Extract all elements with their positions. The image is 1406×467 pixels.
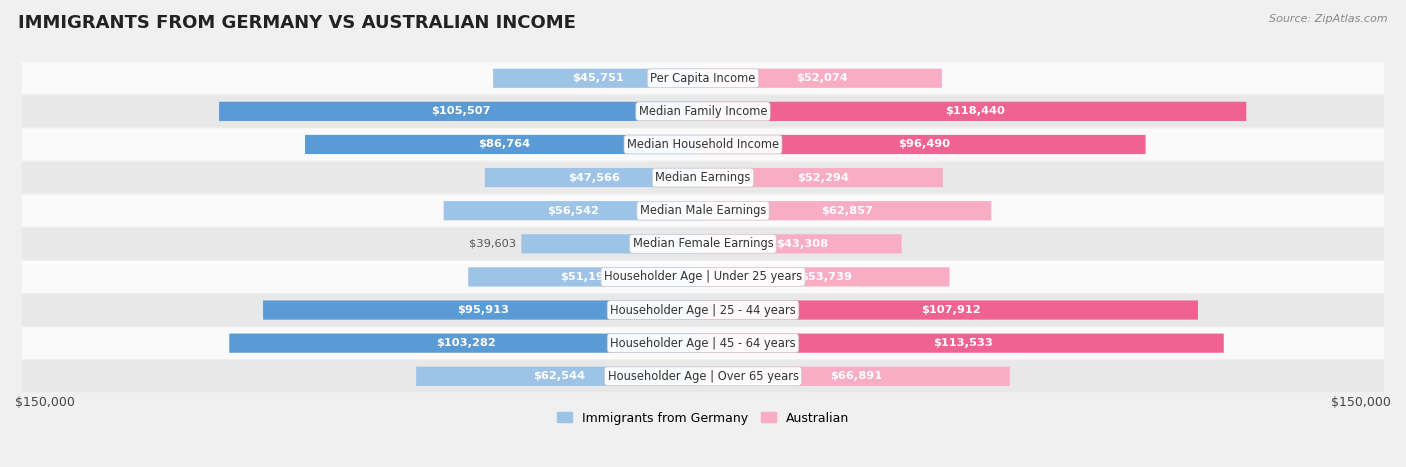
Text: $45,751: $45,751 (572, 73, 624, 83)
Text: $62,857: $62,857 (821, 205, 873, 216)
FancyBboxPatch shape (703, 69, 942, 88)
Text: $47,566: $47,566 (568, 173, 620, 183)
Text: Source: ZipAtlas.com: Source: ZipAtlas.com (1270, 14, 1388, 24)
FancyBboxPatch shape (444, 201, 703, 220)
Text: Median Male Earnings: Median Male Earnings (640, 204, 766, 217)
FancyBboxPatch shape (22, 162, 1384, 193)
Text: $56,542: $56,542 (547, 205, 599, 216)
FancyBboxPatch shape (703, 201, 991, 220)
FancyBboxPatch shape (703, 267, 949, 287)
Text: $96,490: $96,490 (898, 140, 950, 149)
Text: $52,074: $52,074 (797, 73, 848, 83)
FancyBboxPatch shape (263, 300, 703, 319)
FancyBboxPatch shape (22, 128, 1384, 160)
FancyBboxPatch shape (703, 234, 901, 254)
Text: Per Capita Income: Per Capita Income (651, 72, 755, 85)
Text: IMMIGRANTS FROM GERMANY VS AUSTRALIAN INCOME: IMMIGRANTS FROM GERMANY VS AUSTRALIAN IN… (18, 14, 576, 32)
Text: Median Family Income: Median Family Income (638, 105, 768, 118)
FancyBboxPatch shape (219, 102, 703, 121)
Text: $51,190: $51,190 (560, 272, 612, 282)
Text: $43,308: $43,308 (776, 239, 828, 249)
FancyBboxPatch shape (229, 333, 703, 353)
Text: $107,912: $107,912 (921, 305, 980, 315)
Text: $118,440: $118,440 (945, 106, 1004, 116)
Text: $113,533: $113,533 (934, 338, 993, 348)
Text: $86,764: $86,764 (478, 140, 530, 149)
Text: $53,739: $53,739 (800, 272, 852, 282)
FancyBboxPatch shape (22, 361, 1384, 392)
FancyBboxPatch shape (22, 327, 1384, 359)
Text: Householder Age | 25 - 44 years: Householder Age | 25 - 44 years (610, 304, 796, 317)
FancyBboxPatch shape (703, 102, 1246, 121)
FancyBboxPatch shape (703, 367, 1010, 386)
FancyBboxPatch shape (22, 63, 1384, 94)
Text: Median Household Income: Median Household Income (627, 138, 779, 151)
FancyBboxPatch shape (494, 69, 703, 88)
Text: $105,507: $105,507 (432, 106, 491, 116)
FancyBboxPatch shape (703, 135, 1146, 154)
Text: $39,603: $39,603 (468, 239, 516, 249)
FancyBboxPatch shape (703, 300, 1198, 319)
Text: $150,000: $150,000 (1331, 396, 1391, 409)
FancyBboxPatch shape (22, 95, 1384, 127)
FancyBboxPatch shape (22, 261, 1384, 293)
FancyBboxPatch shape (485, 168, 703, 187)
Legend: Immigrants from Germany, Australian: Immigrants from Germany, Australian (553, 407, 853, 430)
Text: $66,891: $66,891 (831, 371, 883, 381)
Text: $150,000: $150,000 (15, 396, 75, 409)
FancyBboxPatch shape (22, 294, 1384, 326)
FancyBboxPatch shape (22, 195, 1384, 226)
Text: Median Female Earnings: Median Female Earnings (633, 237, 773, 250)
Text: $52,294: $52,294 (797, 173, 849, 183)
Text: Householder Age | Over 65 years: Householder Age | Over 65 years (607, 370, 799, 383)
FancyBboxPatch shape (522, 234, 703, 254)
FancyBboxPatch shape (22, 228, 1384, 260)
FancyBboxPatch shape (703, 168, 943, 187)
FancyBboxPatch shape (703, 333, 1223, 353)
Text: Householder Age | 45 - 64 years: Householder Age | 45 - 64 years (610, 337, 796, 350)
Text: $103,282: $103,282 (436, 338, 496, 348)
Text: Householder Age | Under 25 years: Householder Age | Under 25 years (603, 270, 803, 283)
FancyBboxPatch shape (468, 267, 703, 287)
Text: Median Earnings: Median Earnings (655, 171, 751, 184)
Text: $62,544: $62,544 (533, 371, 585, 381)
Text: $95,913: $95,913 (457, 305, 509, 315)
FancyBboxPatch shape (305, 135, 703, 154)
FancyBboxPatch shape (416, 367, 703, 386)
